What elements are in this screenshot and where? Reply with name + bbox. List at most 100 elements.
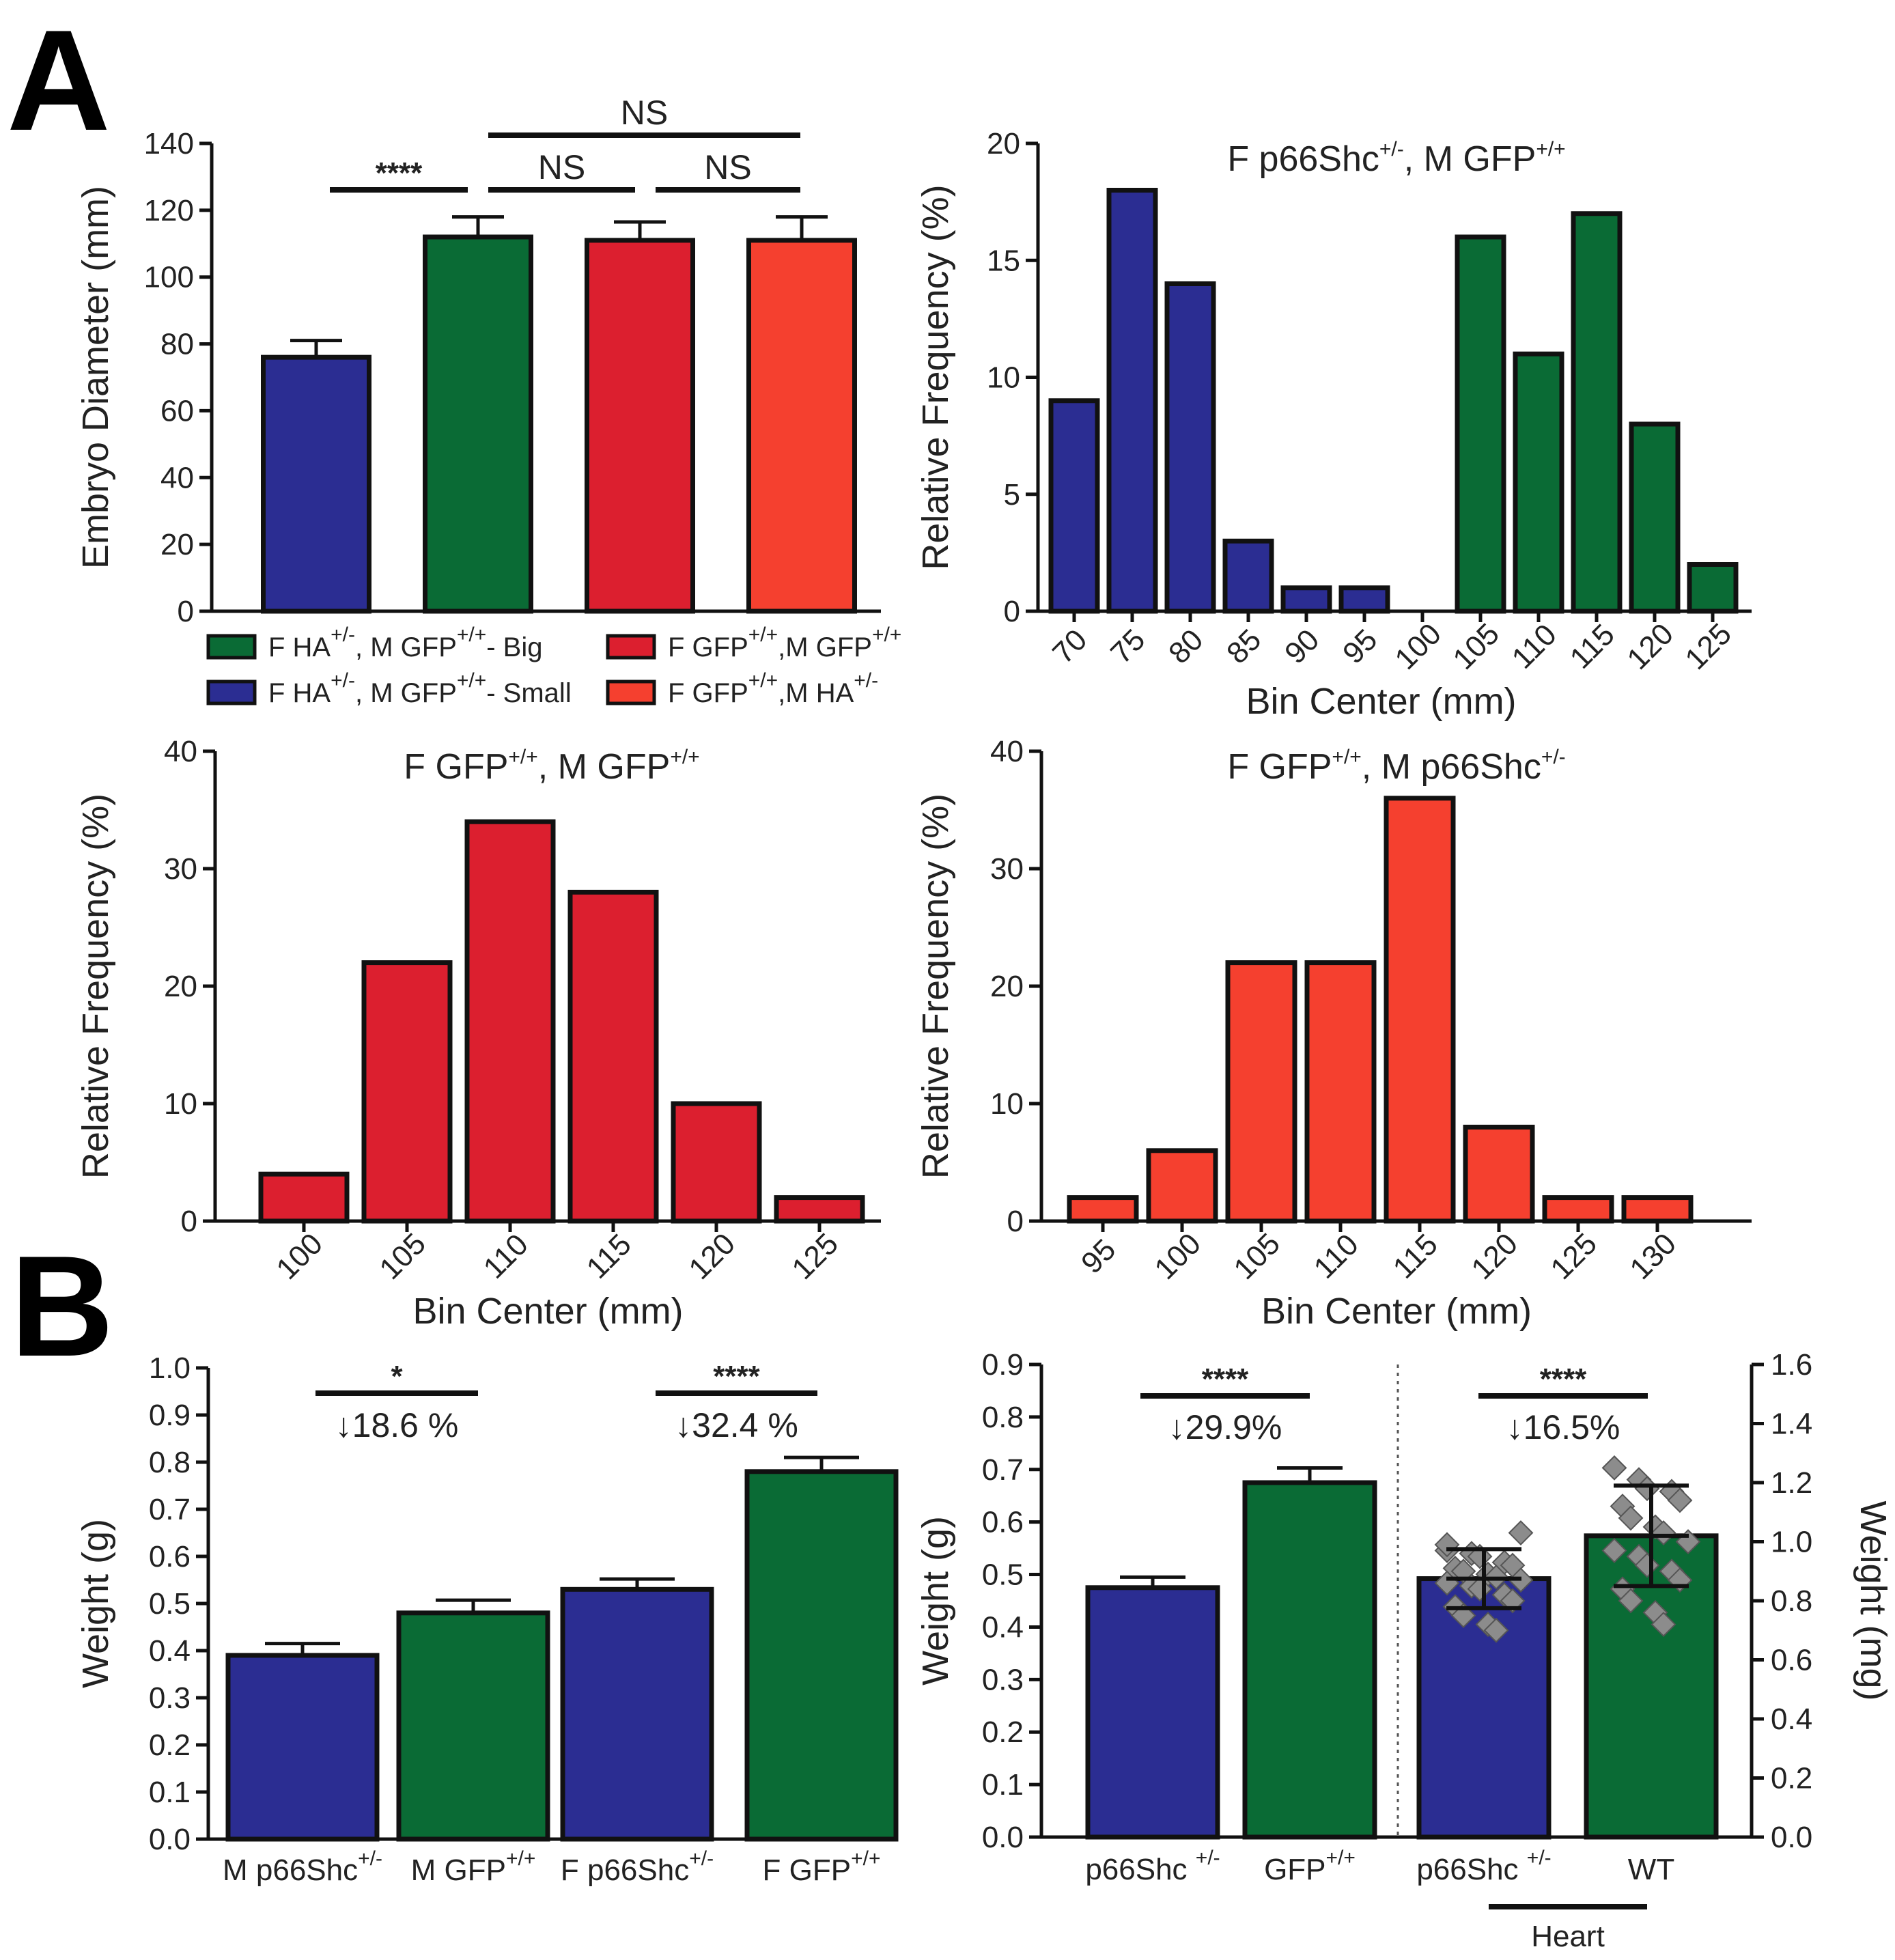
text-span: F p66Shc xyxy=(1227,139,1379,179)
b1-change-label: ↓32.4 % xyxy=(675,1406,798,1444)
text-span: , M GFP xyxy=(355,678,457,708)
b2-y-tick-label: 0.6 xyxy=(982,1506,1024,1539)
text-span: GFP xyxy=(1264,1853,1325,1886)
text-span: , M p66Shc xyxy=(1362,747,1541,787)
a2-x-tick-label: 80 xyxy=(1162,623,1209,670)
b2-change-label: ↓29.9% xyxy=(1168,1408,1282,1446)
a2-y-tick-label: 15 xyxy=(987,244,1020,277)
a4-x-tick-label: 130 xyxy=(1623,1227,1683,1286)
b2-data-point xyxy=(1601,1455,1627,1481)
superscript: +/- xyxy=(331,669,355,692)
chart-b2-weight: 0.0 0.1 0.2 0.3 0.4 0.5 0.6 0.7 0.8 0.9 0.0 0.2 0.4 0… xyxy=(915,1348,1894,1953)
b2-right-tick-label: 0.2 xyxy=(1771,1762,1812,1795)
a4-x-tick-label: 95 xyxy=(1075,1233,1122,1280)
b2-y-tick-label: 0.4 xyxy=(982,1610,1024,1644)
superscript: +/+ xyxy=(506,1847,535,1870)
a3-y-tick-label: 10 xyxy=(164,1087,197,1121)
b2-y-tick-label: 0.7 xyxy=(982,1453,1024,1487)
b2-data-point xyxy=(1667,1567,1693,1593)
b2-y-tick-label: 0.8 xyxy=(982,1401,1024,1434)
a4-bar xyxy=(1304,960,1377,1224)
a4-y-tick-label: 10 xyxy=(990,1087,1024,1121)
b2-right-tick-label: 0.4 xyxy=(1771,1703,1812,1736)
b2-data-point xyxy=(1667,1487,1693,1513)
b2-right-tick-label: 0.6 xyxy=(1771,1644,1812,1677)
b1-x-tick-label: F GFP+/+ xyxy=(763,1847,881,1887)
a4-x-tick-label: 100 xyxy=(1148,1227,1207,1286)
b1-x-tick-label: M p66Shc+/- xyxy=(223,1847,382,1887)
text-span: M GFP xyxy=(411,1853,506,1887)
a2-x-tick-label: 100 xyxy=(1388,617,1448,676)
a1-sig-label: NS xyxy=(621,94,668,132)
a4-bar xyxy=(1146,1148,1218,1224)
superscript: +/+ xyxy=(1326,1847,1356,1869)
a2-x-tick-label: 75 xyxy=(1104,623,1151,670)
a2-x-label: Bin Center (mm) xyxy=(1246,681,1516,722)
a4-y-tick-label: 0 xyxy=(1007,1205,1024,1238)
a4-bar xyxy=(1542,1195,1614,1224)
a4-x-label: Bin Center (mm) xyxy=(1261,1291,1532,1332)
superscript: +/+ xyxy=(457,624,486,646)
chart-b1-weight: 0.0 0.1 0.2 0.3 0.4 0.5 0.6 0.7 0.8 0.9 1.0 Weight … xyxy=(75,1352,899,1887)
a2-y-tick-label: 10 xyxy=(987,361,1020,395)
superscript: +/- xyxy=(689,1847,714,1870)
superscript: +/- xyxy=(331,624,355,646)
superscript: +/+ xyxy=(748,624,778,646)
b2-y-tick-label: 0.9 xyxy=(982,1348,1024,1382)
a1-sig-label: NS xyxy=(704,148,751,186)
a2-bar xyxy=(1048,398,1100,614)
b1-x-tick-label: F p66Shc+/- xyxy=(561,1847,714,1887)
b1-y-tick-label: 0.7 xyxy=(149,1493,191,1526)
b2-y-label: Weight (g) xyxy=(915,1516,956,1685)
a4-y-tick-label: 40 xyxy=(990,735,1024,768)
a1-legend: F HA+/-, M GFP+/+- Big F GFP+/+,M GFP+/+F… xyxy=(206,624,901,708)
b2-data-point xyxy=(1483,1617,1509,1643)
b2-change-label: ↓16.5% xyxy=(1506,1408,1620,1446)
b1-bar xyxy=(560,1586,714,1842)
a1-y-tick-label: 140 xyxy=(144,127,194,160)
b2-bar xyxy=(1085,1585,1220,1840)
text-span: WT xyxy=(1628,1853,1674,1886)
b2-right-tick-label: 1.2 xyxy=(1771,1466,1812,1500)
b2-y-tick-label: 0.3 xyxy=(982,1663,1024,1696)
a2-bar xyxy=(1338,585,1390,614)
a3-x-tick-label: 125 xyxy=(785,1227,845,1286)
a1-y-tick-label: 100 xyxy=(144,261,194,294)
b1-y-tick-label: 0.5 xyxy=(149,1587,191,1621)
b2-y-tick-label: 0.5 xyxy=(982,1558,1024,1592)
a3-x-tick-label: 110 xyxy=(477,1228,535,1285)
a3-bar xyxy=(671,1101,762,1224)
b2-sig-label: **** xyxy=(1540,1362,1587,1396)
a1-y-label: Embryo Diameter (mm) xyxy=(75,186,116,569)
b1-y-tick-label: 1.0 xyxy=(149,1352,191,1385)
a2-bar xyxy=(1571,211,1623,614)
b1-y-tick-label: 0.9 xyxy=(149,1399,191,1432)
text-span: F GFP xyxy=(1227,747,1332,787)
a1-y-tick-label: 60 xyxy=(160,394,194,428)
a2-x-tick-label: 125 xyxy=(1679,617,1738,676)
a2-bar xyxy=(1106,188,1158,614)
a2-x-tick-label: 70 xyxy=(1046,623,1093,670)
superscript: +/- xyxy=(1527,1847,1552,1869)
a1-sig-label: **** xyxy=(376,156,423,190)
text-span: p66Shc xyxy=(1085,1853,1195,1886)
b1-y-tick-label: 0.1 xyxy=(149,1776,191,1809)
a4-bar xyxy=(1384,796,1456,1224)
b2-right-tick-label: 0.0 xyxy=(1771,1821,1812,1854)
b2-right-tick-label: 1.6 xyxy=(1771,1348,1812,1382)
a4-x-tick-label: 115 xyxy=(1387,1228,1444,1285)
a2-bar xyxy=(1164,281,1216,614)
legend-label: F GFP+/+,M HA+/- xyxy=(668,669,878,708)
a3-bar xyxy=(258,1171,350,1224)
b1-y-tick-label: 0.3 xyxy=(149,1681,191,1715)
b2-y-tick-label: 0.0 xyxy=(982,1821,1024,1854)
text-span: F GFP xyxy=(404,747,508,787)
superscript: +/+ xyxy=(457,669,486,692)
b1-bar xyxy=(396,1610,550,1842)
text-span: ,M HA xyxy=(778,678,854,708)
a4-bar xyxy=(1067,1195,1139,1224)
a1-sig-label: NS xyxy=(538,148,585,186)
a4-x-tick-label: 105 xyxy=(1227,1227,1287,1286)
a4-x-tick-label: 110 xyxy=(1308,1228,1365,1285)
